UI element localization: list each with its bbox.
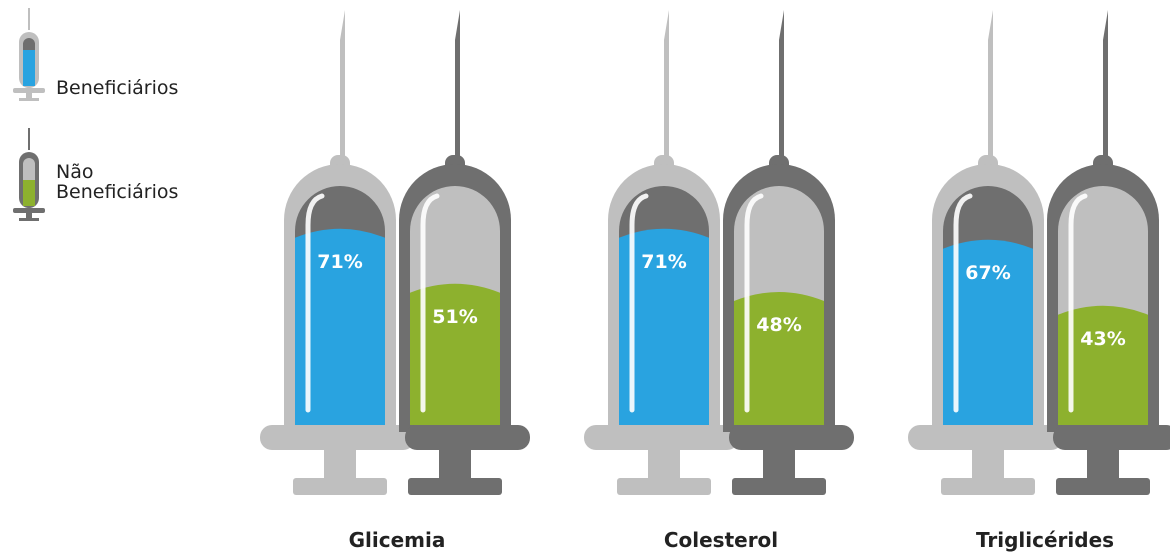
value-label: 51% <box>432 306 477 328</box>
category-label: Glicemia <box>349 528 446 552</box>
syringe: 71% <box>260 10 415 495</box>
flange <box>584 425 739 450</box>
legend-icon <box>13 8 45 101</box>
flange <box>729 425 854 450</box>
syringe: 71% <box>584 10 739 495</box>
plunger-foot <box>732 478 826 495</box>
flange <box>260 425 415 450</box>
syringe: 67% <box>908 10 1063 495</box>
flange <box>908 425 1063 450</box>
needle <box>1103 10 1108 158</box>
plunger-foot <box>408 478 502 495</box>
legend-icon <box>13 128 45 221</box>
needle <box>455 10 460 158</box>
category-label: Triglicérides <box>976 528 1114 552</box>
needle <box>664 10 669 158</box>
syringe: 51% <box>399 10 530 495</box>
needle <box>779 10 784 158</box>
plunger-foot <box>293 478 387 495</box>
value-label: 48% <box>756 314 801 336</box>
category-label: Colesterol <box>664 528 778 552</box>
plunger-foot <box>1056 478 1150 495</box>
syringe: 43% <box>1047 10 1170 495</box>
flange <box>1053 425 1170 450</box>
syringe: 48% <box>723 10 854 495</box>
flange <box>405 425 530 450</box>
value-label: 67% <box>965 262 1010 284</box>
value-label: 71% <box>317 251 362 273</box>
needle <box>988 10 993 158</box>
value-label: 43% <box>1080 328 1125 350</box>
plunger-foot <box>617 478 711 495</box>
chart: 71% 51% Glicemia 71% 48% Colesterol 67% 43% Trig… <box>0 0 1170 554</box>
legend-label: Não Beneficiários <box>56 162 166 202</box>
legend-label: Beneficiários <box>56 78 178 98</box>
needle <box>340 10 345 158</box>
plunger-foot <box>941 478 1035 495</box>
value-label: 71% <box>641 251 686 273</box>
